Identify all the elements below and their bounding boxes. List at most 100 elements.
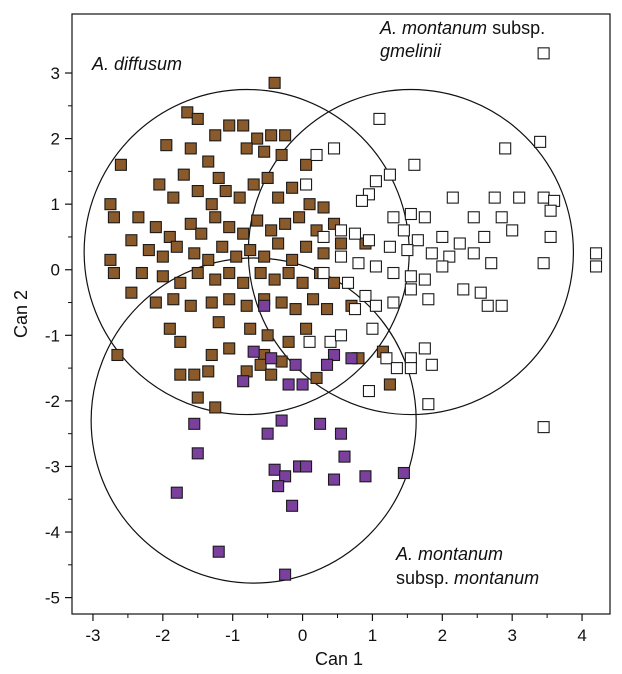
- point-s1-47: [404, 270, 417, 283]
- x-tick-label-7: 4: [577, 626, 586, 645]
- label-montanum-line1: A. montanum: [395, 544, 503, 564]
- point-s0-67: [191, 266, 204, 280]
- point-s1-17: [387, 211, 400, 224]
- point-s1-68: [418, 342, 431, 355]
- y-axis-title: Can 2: [11, 290, 31, 338]
- point-s0-19: [153, 178, 166, 191]
- point-s1-74: [537, 421, 550, 434]
- point-s2-19: [300, 460, 313, 473]
- point-s2-17: [268, 463, 281, 476]
- point-s0-86: [289, 303, 302, 316]
- point-s0-45: [310, 224, 323, 237]
- point-s1-50: [317, 266, 330, 280]
- point-s0-9: [300, 158, 313, 171]
- point-s0-8: [279, 129, 292, 142]
- point-s2-7: [289, 358, 302, 371]
- point-s1-63: [324, 335, 337, 348]
- point-s1-61: [348, 303, 362, 316]
- point-s1-44: [352, 257, 365, 270]
- point-s0-39: [223, 221, 236, 234]
- point-s1-70: [404, 362, 417, 375]
- point-s0-22: [205, 198, 218, 211]
- point-s0-34: [149, 221, 162, 234]
- point-s1-42: [317, 230, 330, 244]
- point-s2-1: [247, 345, 260, 358]
- point-s0-106: [310, 371, 323, 384]
- point-s0-62: [104, 253, 117, 266]
- point-s1-40: [589, 247, 603, 260]
- x-tick-label-6: 3: [507, 626, 516, 645]
- point-s1-32: [362, 234, 375, 247]
- point-s1-2: [327, 142, 341, 155]
- x-tick-label-0: -3: [85, 626, 100, 645]
- point-s1-54: [387, 296, 400, 309]
- point-s1-12: [446, 191, 459, 204]
- point-s0-94: [282, 335, 295, 348]
- point-s0-56: [244, 244, 257, 257]
- point-s0-61: [317, 247, 330, 260]
- point-s1-26: [436, 230, 449, 244]
- point-s1-69: [425, 358, 438, 371]
- point-s0-11: [184, 142, 197, 155]
- point-s2-22: [327, 473, 341, 486]
- point-s1-45: [369, 260, 382, 273]
- point-s2-14: [334, 427, 348, 440]
- point-s0-5: [237, 119, 250, 132]
- point-s2-23: [359, 470, 372, 483]
- x-tick-label-4: 1: [368, 626, 377, 645]
- point-s0-51: [170, 240, 183, 253]
- point-s0-79: [167, 293, 180, 306]
- x-tick-label-2: -1: [225, 626, 240, 645]
- point-s0-102: [188, 368, 201, 381]
- point-s0-44: [293, 211, 306, 224]
- point-s0-12: [240, 142, 253, 155]
- point-s1-58: [474, 286, 487, 299]
- point-s2-8: [320, 358, 334, 371]
- point-s1-60: [495, 299, 508, 312]
- point-s1-49: [436, 260, 449, 273]
- point-s1-14: [513, 191, 526, 204]
- point-s0-16: [177, 168, 190, 181]
- label-gmelinii-line1: A. montanum subsp.: [379, 18, 545, 38]
- point-s0-55: [230, 250, 243, 263]
- point-s2-9: [296, 378, 309, 391]
- point-s1-24: [397, 224, 410, 237]
- point-s1-11: [355, 194, 369, 207]
- label-a-diffusum: A. diffusum: [91, 54, 182, 74]
- point-s0-27: [272, 191, 285, 204]
- plot-frame: [71, 13, 611, 615]
- point-s0-73: [282, 266, 295, 280]
- point-s1-73: [422, 398, 435, 411]
- point-s1-41: [589, 260, 603, 273]
- point-s0-81: [205, 296, 218, 309]
- point-s0-91: [212, 316, 225, 329]
- point-s0-4: [223, 119, 236, 132]
- point-s0-89: [163, 322, 176, 335]
- point-s1-46: [387, 266, 400, 280]
- point-s0-21: [191, 184, 204, 198]
- point-s1-72: [362, 384, 375, 398]
- point-s1-34: [401, 244, 414, 257]
- point-s2-0: [258, 299, 271, 312]
- point-s0-28: [286, 181, 299, 194]
- x-tick-label-1: -2: [155, 626, 170, 645]
- point-s0-46: [327, 217, 341, 230]
- point-s0-74: [296, 276, 309, 289]
- point-s1-8: [383, 168, 396, 181]
- point-s2-24: [397, 466, 410, 480]
- point-s0-20: [167, 191, 180, 204]
- point-s1-35: [425, 247, 438, 260]
- point-s0-41: [251, 214, 264, 227]
- point-s0-50: [156, 250, 169, 263]
- point-s1-13: [488, 191, 501, 204]
- point-s0-78: [149, 296, 162, 309]
- point-s0-88: [320, 303, 334, 316]
- point-s2-5: [327, 348, 341, 362]
- point-s1-22: [544, 204, 557, 217]
- point-s0-3: [209, 129, 222, 142]
- point-s0-7: [265, 129, 278, 142]
- point-s0-29: [303, 198, 316, 211]
- y-tick-label-5: 0: [51, 261, 60, 280]
- point-s0-77: [125, 286, 138, 299]
